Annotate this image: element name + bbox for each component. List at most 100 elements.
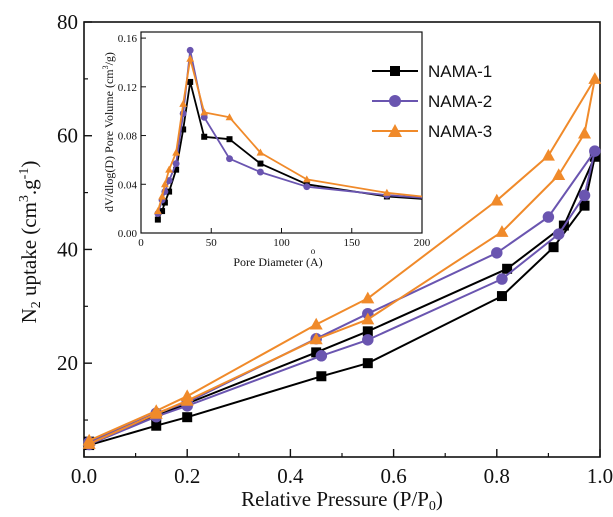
inset-data-point-nama-3 [256,148,265,156]
y-tick-label: 40 [57,237,78,261]
data-point-nama-2 [589,145,601,157]
data-point-nama-2 [362,334,374,346]
inset-data-point-nama-3 [302,175,311,183]
inset-x-axis-label: Pore Diameter (A) [233,255,322,269]
legend-entry-nama-3: NAMA-3 [372,122,492,141]
inset-data-point-nama-3 [160,180,169,188]
inset-y-tick-label: 0.08 [118,131,138,143]
inset-data-point-nama-3 [179,99,188,107]
data-point-nama-3 [361,291,375,304]
data-point-nama-3 [588,72,602,84]
main-y-axis-label-mid: .g [17,179,41,195]
main-y-axis-label-end: ) [17,161,41,168]
main-x-axis-label-end: ) [436,487,443,511]
legend-entry-nama-1: NAMA-1 [372,62,492,81]
legend-marker-nama-1 [390,66,400,76]
inset-data-point-nama-1 [161,199,168,206]
inset-y-axis-label: dV/dlog(D) Pore Volume (cm3/g) [101,52,116,212]
data-point-nama-3 [490,193,504,206]
legend-label-nama-1: NAMA-1 [428,62,492,81]
data-point-nama-2 [491,247,503,259]
data-point-nama-1 [502,263,513,274]
data-point-nama-2 [496,273,508,285]
inset-series-nama-2 [154,46,423,217]
data-point-nama-3 [180,389,194,402]
data-point-nama-3 [309,317,323,330]
inset-data-point-nama-1 [166,188,173,195]
inset-y-axis-label-text: dV/dlog(D) Pore Volume (cm [102,69,116,212]
main-y-axis-label-prefix: N [17,308,41,323]
legend-marker-nama-3 [388,124,402,137]
inset-y-tick-label: 0.16 [118,33,138,45]
inset-x-axis-angstrom-ring: o [311,246,316,256]
data-point-nama-1 [362,326,373,337]
data-point-nama-3 [82,433,96,446]
data-point-nama-1 [548,242,559,253]
inset-x-axis-label-text: Pore Diameter ( [233,255,310,269]
x-tick-label: 0.4 [277,464,304,488]
inset-data-point-nama-1 [257,160,264,167]
data-point-nama-3 [495,225,509,237]
inset-data-point-nama-3 [158,192,166,200]
y-tick-label: 20 [57,351,78,375]
inset-data-point-nama-2 [226,155,233,163]
main-x-axis-label-sub: 0 [429,499,436,514]
x-tick-label: 1.0 [587,464,613,488]
series-line-nama-3 [88,77,596,445]
inset-series-nama-3 [153,54,423,215]
inset-data-point-nama-1 [201,133,208,140]
data-point-nama-3 [309,332,323,345]
data-point-nama-3 [552,168,566,180]
inset-y-tick-label: 0.00 [118,228,138,240]
x-tick-label: 0.6 [380,464,406,488]
data-point-nama-2 [542,211,555,223]
y-tick-label: 80 [57,10,78,34]
inset-plot-area [153,46,423,223]
inset-data-point-nama-3 [172,148,181,156]
data-point-nama-3 [149,404,163,416]
data-point-nama-1 [151,420,162,431]
inset-data-point-nama-1 [159,208,166,215]
data-point-nama-1 [311,347,322,358]
inset-data-point-nama-2 [303,183,311,191]
data-point-nama-1 [362,358,373,369]
inset-data-point-nama-1 [180,126,187,133]
x-tick-label: 0.8 [484,464,510,488]
legend-label-nama-3: NAMA-3 [428,122,492,141]
inset-y-tick-label: 0.12 [118,82,137,94]
main-y-axis-label: N2 uptake (cm3.g-1) [17,161,44,324]
data-point-nama-3 [361,312,375,325]
data-point-nama-2 [552,228,565,240]
data-point-nama-1 [579,200,590,211]
series-nama-3 [82,72,602,449]
inset-y-tick-label: 0.04 [118,179,138,191]
legend-entry-nama-2: NAMA-2 [372,92,492,111]
inset-data-point-nama-2 [200,113,208,121]
x-tick-label: 0.2 [174,464,200,488]
inset-x-tick-label: 0 [138,237,144,249]
inset-axis-ticks: 0 50 100 150 200 0.00 0.04 0.08 0.12 0.16 [118,33,431,249]
inset-data-point-nama-3 [153,207,162,215]
inset-data-point-nama-3 [186,54,195,62]
inset-data-point-nama-1 [187,78,194,85]
main-x-axis-label-text: Relative Pressure (P/P [241,487,429,511]
inset-data-point-nama-1 [173,166,180,173]
inset-data-point-nama-3 [382,188,391,196]
inset-data-point-nama-2 [256,168,264,176]
data-point-nama-2 [578,189,591,202]
main-y-axis-label-sub: 2 [29,301,44,308]
legend-marker-nama-2 [389,95,401,107]
inset-data-point-nama-3 [200,108,209,116]
inset-x-axis-label-end: ) [319,255,323,269]
inset-data-point-nama-1 [226,136,233,143]
inset-data-point-nama-3 [225,113,234,121]
inset-data-point-nama-1 [154,216,161,223]
series-line-nama-1 [88,155,596,447]
legend-label-nama-2: NAMA-2 [428,92,492,111]
main-y-axis-label-main: uptake (cm [17,202,41,301]
main-y-axis-label-sup1: 3 [17,195,32,202]
inset-x-tick-label: 50 [206,237,218,249]
inset-x-tick-label: 100 [273,237,290,249]
inset-x-axis-label-unit: A [310,255,319,269]
data-point-nama-3 [578,126,592,139]
